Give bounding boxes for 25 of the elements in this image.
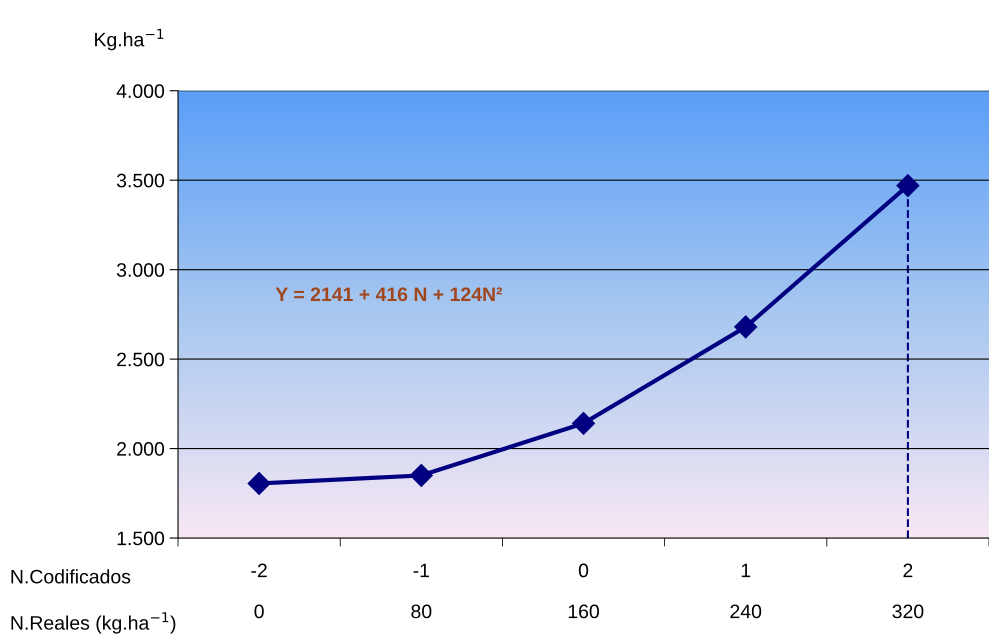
x-tick-label: -1 (414, 564, 430, 578)
x2-axis-title: N.Reales (kg.ha$^{−1}$) (11, 612, 176, 634)
y-axis-title: Kg.ha$^{−1}$ (95, 28, 164, 50)
x2-tick-label: 240 (730, 604, 762, 618)
point (248, 472, 271, 495)
y-tick-label: 4.000 (116, 84, 164, 98)
x2-tick-label: 0 (254, 604, 264, 618)
x-tick-label: 2 (903, 564, 912, 578)
x2-tick-label: 80 (411, 604, 432, 618)
point (734, 315, 758, 338)
annotation: Y = 2141 + 416 N + 124N² (276, 287, 502, 302)
x2-tick-label: 160 (568, 604, 599, 618)
point (410, 464, 433, 487)
x2-tick-label: 320 (892, 604, 924, 618)
point (896, 174, 920, 198)
y-tick-label: 3.500 (116, 174, 164, 188)
y-tick-label: 2.000 (117, 442, 164, 456)
y-tick-label: 2.500 (117, 352, 164, 366)
x-tick-label: 0 (578, 564, 588, 578)
x-tick-label: -2 (251, 564, 267, 578)
point (572, 412, 596, 435)
y-tick-label: 1.500 (118, 532, 164, 546)
x-tick-label: 1 (742, 564, 750, 578)
x-axis-title: N.Codificados (11, 569, 130, 584)
y-tick-label: 3.000 (116, 263, 164, 277)
